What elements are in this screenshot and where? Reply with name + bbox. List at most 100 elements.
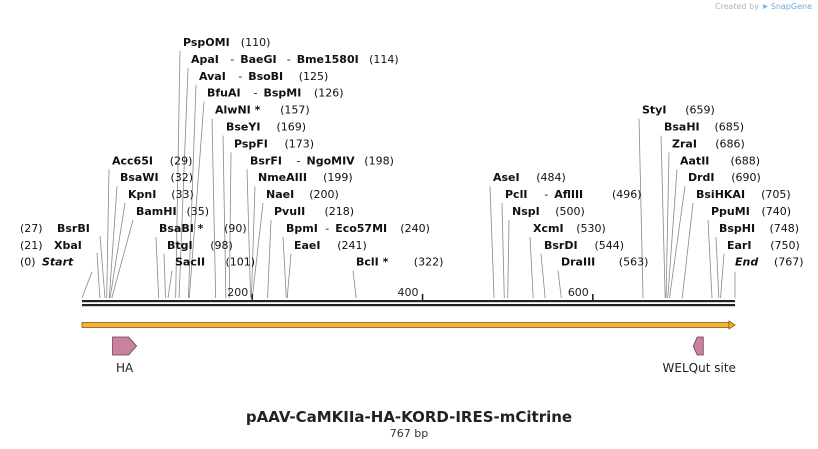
site-leader-line (557, 270, 562, 299)
enzyme-separator: - (238, 70, 242, 83)
site-leader-line (681, 203, 694, 299)
site-leader-line (188, 101, 205, 299)
enzyme-site-label[interactable]: PvuII (218) (274, 205, 354, 218)
enzyme-site-label[interactable]: ApaI - BaeGI - Bme1580I (114) (191, 53, 399, 66)
enzyme-site-label[interactable]: AlwNI * (157) (215, 104, 310, 117)
enzyme-site-label[interactable]: PclI - AflIII (496) (505, 188, 642, 201)
feature-arrow[interactable] (692, 336, 704, 356)
site-leader-line (667, 169, 678, 299)
enzyme-site-label[interactable]: EarI (750) (727, 239, 800, 252)
backbone-bottom-strand (82, 304, 735, 307)
site-leader-line (267, 219, 272, 299)
enzyme-site-label[interactable]: AseI (484) (493, 171, 566, 184)
enzyme-site-label[interactable]: BsrDI (544) (544, 239, 624, 252)
snapgene-logo-icon: ➤ (761, 2, 769, 11)
site-position: (240) (400, 222, 430, 235)
site-position: (114) (369, 53, 399, 66)
enzyme-site-label[interactable]: BfuAI - BspMI (126) (207, 87, 344, 100)
site-position: (173) (285, 137, 315, 150)
enzyme-site-label[interactable]: AatII (688) (680, 154, 760, 167)
enzyme-site-label[interactable]: PpuMI (740) (711, 205, 791, 218)
enzyme-name: PspFI (234, 137, 268, 150)
enzyme-site-label[interactable]: KpnI (33) (128, 188, 194, 201)
site-position: (659) (685, 104, 715, 117)
site-position: (35) (187, 205, 210, 218)
start-position: (0) (20, 256, 36, 269)
enzyme-site-label[interactable]: BsiHKAI (705) (696, 188, 791, 201)
sequence-backbone: 200 400 600 (82, 286, 735, 307)
enzyme-name: BseYI (226, 121, 260, 134)
site-leader-line (660, 135, 666, 299)
enzyme-name: DrdI (688, 171, 715, 184)
enzyme-site-label[interactable]: NspI (500) (512, 205, 585, 218)
site-position: (748) (770, 222, 800, 235)
enzyme-site-label[interactable]: BsaBI * (90) (159, 222, 247, 235)
enzyme-name: NgoMIV (307, 154, 356, 167)
enzyme-site-label[interactable]: BsaHI (685) (664, 121, 744, 134)
enzyme-name: NaeI (266, 188, 294, 201)
enzyme-name: Eco57MI (335, 222, 387, 235)
enzyme-site-label[interactable]: (21) XbaI (20, 239, 82, 252)
enzyme-name: AatII (680, 154, 709, 167)
enzyme-site-label[interactable]: BspHI (748) (719, 222, 799, 235)
enzyme-site-label[interactable]: PspFI (173) (234, 137, 314, 150)
enzyme-site-label[interactable]: BsaWI (32) (120, 171, 193, 184)
credit-prefix: Created by (714, 2, 759, 11)
site-leader-line (501, 203, 505, 299)
enzyme-name: BsoBI (248, 70, 283, 83)
enzyme-site-label[interactable]: EaeI (241) (294, 239, 367, 252)
enzyme-name: AvaI (199, 70, 226, 83)
enzyme-name: NmeAIII (258, 171, 307, 184)
site-position: (544) (595, 239, 625, 252)
site-position: (198) (364, 154, 394, 167)
site-position: (157) (280, 104, 310, 117)
enzyme-site-label[interactable]: BpmI - Eco57MI (240) (286, 222, 430, 235)
site-position: (750) (770, 239, 800, 252)
site-position: (27) (20, 222, 43, 235)
enzyme-name: EarI (727, 239, 751, 252)
enzyme-site-label[interactable]: BseYI (169) (226, 121, 306, 134)
enzyme-name: PpuMI (711, 205, 750, 218)
site-leader-line (286, 253, 292, 299)
enzyme-site-label[interactable]: Acc65I (29) (112, 154, 192, 167)
enzyme-site-label[interactable]: DrdI (690) (688, 171, 761, 184)
enzyme-site-label[interactable]: XcmI (530) (533, 222, 606, 235)
enzyme-site-label[interactable]: BclI * (322) (356, 256, 443, 269)
site-position: (126) (314, 87, 344, 100)
enzyme-site-label[interactable]: BamHI (35) (136, 205, 209, 218)
site-leader-line (167, 270, 173, 299)
enzyme-name: ZraI (672, 137, 697, 150)
site-position: (101) (226, 256, 256, 269)
enzyme-site-label[interactable]: PspOMI (110) (183, 36, 270, 49)
enzyme-site-label[interactable]: BsrFI - NgoMIV (198) (250, 154, 394, 167)
enzyme-name: AlwNI * (215, 104, 261, 117)
enzyme-site-label[interactable]: NmeAIII (199) (258, 171, 353, 184)
enzyme-name: AseI (493, 171, 520, 184)
feature-arrow[interactable] (112, 336, 138, 356)
enzyme-site-label[interactable]: StyI (659) (642, 104, 715, 117)
orf-arrow[interactable] (81, 322, 730, 328)
enzyme-name: KpnI (128, 188, 156, 201)
orf-arrow-head[interactable] (728, 320, 736, 330)
site-position: (125) (299, 70, 329, 83)
enzyme-site-label[interactable]: BtgI (98) (167, 239, 233, 252)
enzyme-name: BsaBI * (159, 222, 204, 235)
enzyme-site-label[interactable]: AvaI - BsoBI (125) (199, 70, 328, 83)
site-position: (685) (715, 121, 745, 134)
site-position: (322) (414, 256, 444, 269)
enzyme-name: BamHI (136, 205, 177, 218)
enzyme-site-label[interactable]: NaeI (200) (266, 188, 339, 201)
enzyme-site-label[interactable]: DraIII (563) (561, 256, 648, 269)
enzyme-site-label[interactable]: ZraI (686) (672, 137, 745, 150)
start-leader-line (81, 271, 93, 299)
site-position: (169) (277, 121, 307, 134)
enzyme-separator: - (254, 87, 258, 100)
enzyme-separator: - (325, 222, 329, 235)
site-leader-line (111, 219, 134, 299)
enzyme-site-label[interactable]: (27) BsrBI (20, 222, 90, 235)
site-leader-line (507, 219, 510, 299)
enzyme-site-label[interactable]: SacII (101) (175, 256, 255, 269)
site-leader-line (251, 203, 264, 299)
site-leader-line (211, 118, 217, 299)
